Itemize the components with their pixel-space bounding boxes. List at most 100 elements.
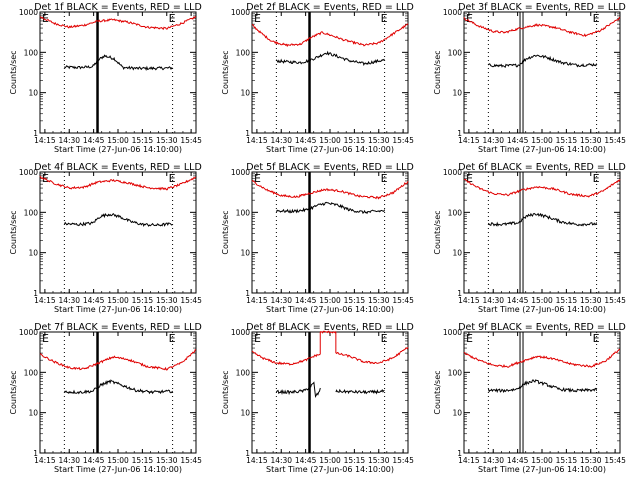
series-lld-line xyxy=(335,346,409,365)
e-marker-left: E xyxy=(42,332,49,345)
e-marker-right: E xyxy=(381,332,388,345)
chart-title: Det 8f BLACK = Events, RED = LLD xyxy=(246,322,414,333)
y-tick-label: 100 xyxy=(24,368,39,377)
y-tick-label: 1000 xyxy=(19,328,38,337)
x-tick-label: 15:30 xyxy=(156,136,178,145)
x-tick-label: 15:00 xyxy=(531,296,553,305)
x-tick-label: 14:30 xyxy=(270,456,292,465)
series-lld-line xyxy=(463,348,621,368)
e-marker-right: E xyxy=(169,12,176,25)
series-events-line xyxy=(487,379,598,394)
series-lld-line xyxy=(39,175,196,191)
y-tick-label: 1 xyxy=(245,129,250,138)
y-axis-label: Counts/sec xyxy=(221,50,230,94)
series-lld-line xyxy=(39,349,196,371)
y-tick-label: 100 xyxy=(24,208,39,217)
series-lld-line xyxy=(39,16,196,31)
x-tick-label: 15:30 xyxy=(156,296,178,305)
y-axis-label: Counts/sec xyxy=(433,370,442,414)
x-axis-label: Start Time (27-Jun-06 14:10:00) xyxy=(54,305,182,314)
y-tick-label: 1000 xyxy=(443,8,462,17)
series-lld-line xyxy=(463,16,621,38)
x-tick-label: 15:00 xyxy=(107,136,129,145)
x-axis-label: Start Time (27-Jun-06 14:10:00) xyxy=(478,305,606,314)
y-axis-label: Counts/sec xyxy=(221,210,230,254)
x-tick-label: 15:15 xyxy=(556,456,578,465)
series-events-line-segment2 xyxy=(335,388,385,395)
x-tick-label: 14:45 xyxy=(507,296,529,305)
y-tick-label: 100 xyxy=(448,368,463,377)
y-tick-label: 10 xyxy=(28,409,38,418)
x-tick-label: 14:15 xyxy=(34,136,56,145)
e-marker-left: E xyxy=(466,12,473,25)
x-tick-label: 14:45 xyxy=(507,456,529,465)
x-tick-label: 14:15 xyxy=(34,296,56,305)
series-events-line xyxy=(63,212,173,228)
series-lld-line xyxy=(251,350,321,366)
chart-title: Det 3f BLACK = Events, RED = LLD xyxy=(458,2,626,13)
series-lld-line xyxy=(251,23,409,48)
y-tick-label: 10 xyxy=(452,89,462,98)
x-tick-label: 15:00 xyxy=(319,136,341,145)
y-tick-label: 100 xyxy=(236,368,251,377)
x-tick-label: 15:15 xyxy=(132,136,154,145)
x-tick-label: 15:30 xyxy=(580,136,602,145)
x-tick-label: 15:45 xyxy=(604,456,626,465)
x-tick-label: 15:00 xyxy=(531,136,553,145)
series-lld-line xyxy=(463,178,621,198)
x-tick-label: 15:30 xyxy=(368,136,390,145)
y-tick-label: 100 xyxy=(236,208,251,217)
y-tick-label: 1 xyxy=(245,289,250,298)
y-tick-label: 10 xyxy=(240,409,250,418)
e-marker-right: E xyxy=(169,332,176,345)
series-lld-line xyxy=(251,179,409,200)
x-axis-label: Start Time (27-Jun-06 14:10:00) xyxy=(54,145,182,154)
x-tick-label: 15:45 xyxy=(180,136,202,145)
x-tick-label: 15:30 xyxy=(580,456,602,465)
x-tick-label: 14:45 xyxy=(295,456,317,465)
e-marker-right: E xyxy=(593,12,600,25)
y-axis-label: Counts/sec xyxy=(9,210,18,254)
x-tick-label: 15:00 xyxy=(319,296,341,305)
x-tick-label: 14:45 xyxy=(83,456,105,465)
e-marker-right: E xyxy=(593,172,600,185)
y-tick-label: 1 xyxy=(33,129,38,138)
y-tick-label: 1000 xyxy=(231,168,250,177)
series-events-line xyxy=(487,54,598,69)
x-tick-label: 15:45 xyxy=(180,296,202,305)
chart-title: Det 7f BLACK = Events, RED = LLD xyxy=(34,322,202,333)
x-tick-label: 14:45 xyxy=(295,136,317,145)
x-tick-label: 15:00 xyxy=(107,456,129,465)
x-tick-label: 14:15 xyxy=(246,136,268,145)
x-tick-label: 14:30 xyxy=(482,456,504,465)
e-marker-right: E xyxy=(381,12,388,25)
chart-title: Det 9f BLACK = Events, RED = LLD xyxy=(458,322,626,333)
y-tick-label: 10 xyxy=(28,89,38,98)
x-tick-label: 15:45 xyxy=(392,136,414,145)
x-tick-label: 14:45 xyxy=(507,136,529,145)
chart-title: Det 6f BLACK = Events, RED = LLD xyxy=(458,162,626,173)
y-tick-label: 1000 xyxy=(443,168,462,177)
y-axis-label: Counts/sec xyxy=(433,210,442,254)
series-lld-line xyxy=(319,330,337,334)
chart-title: Det 4f BLACK = Events, RED = LLD xyxy=(34,162,202,173)
x-tick-label: 15:15 xyxy=(132,456,154,465)
x-tick-label: 14:30 xyxy=(270,136,292,145)
x-tick-label: 14:45 xyxy=(295,296,317,305)
y-axis-label: Counts/sec xyxy=(433,50,442,94)
x-tick-label: 14:30 xyxy=(482,136,504,145)
x-tick-label: 14:30 xyxy=(58,456,80,465)
y-tick-label: 100 xyxy=(448,48,463,57)
x-tick-label: 15:00 xyxy=(319,456,341,465)
x-tick-label: 14:30 xyxy=(58,296,80,305)
y-tick-label: 1000 xyxy=(443,328,462,337)
y-tick-label: 100 xyxy=(448,208,463,217)
y-tick-label: 10 xyxy=(240,89,250,98)
x-tick-label: 15:15 xyxy=(344,136,366,145)
x-tick-label: 14:30 xyxy=(58,136,80,145)
x-tick-label: 14:15 xyxy=(246,456,268,465)
